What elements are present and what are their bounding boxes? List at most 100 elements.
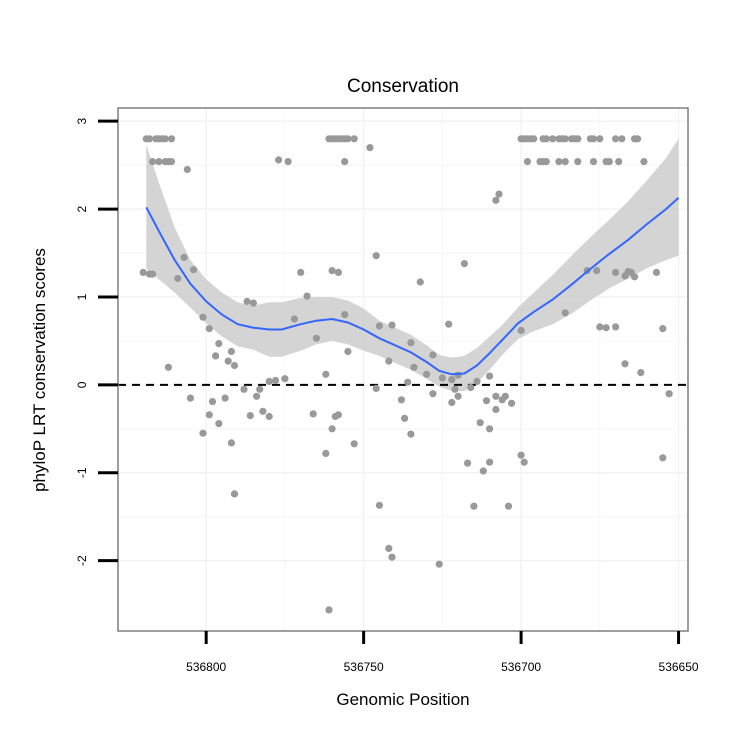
data-point [612, 323, 620, 331]
data-point [470, 502, 478, 510]
data-point [303, 292, 311, 300]
data-point [602, 324, 610, 332]
data-point [593, 267, 601, 275]
data-point [492, 405, 500, 414]
data-point [542, 158, 550, 166]
data-point [508, 399, 516, 407]
data-point [504, 502, 513, 510]
data-point [297, 268, 305, 276]
smooth-line [145, 196, 680, 376]
data-point [542, 135, 550, 143]
confidence-band-group [146, 138, 679, 391]
data-point [476, 419, 484, 427]
data-point [227, 347, 235, 356]
data-point [199, 429, 207, 437]
data-point [164, 363, 172, 371]
data-point [312, 334, 320, 342]
data-point [180, 253, 188, 261]
data-point [561, 135, 569, 143]
data-point [149, 158, 157, 166]
data-point [397, 396, 405, 404]
data-point [448, 398, 456, 407]
data-point [523, 158, 532, 166]
data-point [517, 326, 525, 334]
y-tick-label: 2 [75, 205, 89, 212]
data-point [589, 158, 598, 166]
y-tick-label: 1 [75, 293, 89, 300]
data-point [596, 323, 604, 331]
data-point [149, 270, 157, 278]
data-point [388, 553, 396, 561]
data-point [659, 325, 667, 333]
data-point [366, 144, 374, 152]
data-point [410, 363, 418, 371]
data-point [186, 394, 194, 402]
data-point [385, 544, 393, 553]
data-point [334, 268, 342, 276]
data-point [615, 158, 623, 166]
data-point [325, 606, 333, 614]
data-point [341, 158, 349, 166]
data-point [486, 458, 494, 466]
data-point [486, 425, 494, 433]
data-point [350, 440, 358, 448]
x-tick-label: 536800 [186, 660, 226, 674]
y-axis-label: phyloP LRT conservation scores [30, 248, 49, 492]
data-point [388, 321, 396, 329]
data-point [407, 339, 415, 347]
data-point [322, 449, 330, 457]
data-point [589, 135, 598, 143]
data-point [555, 158, 563, 166]
data-point [621, 360, 629, 368]
data-point [167, 158, 176, 166]
data-point [259, 407, 267, 415]
data-point [227, 439, 235, 447]
data-point [344, 135, 352, 143]
y-axis-ticks: -2 -1 0 1 2 3 [75, 118, 118, 566]
scatter-points [139, 135, 673, 614]
data-point [221, 394, 229, 402]
data-point [284, 158, 292, 166]
data-point [249, 299, 257, 307]
y-tick-label: -1 [75, 467, 89, 478]
data-point [328, 425, 336, 433]
data-point [155, 158, 163, 166]
data-point [271, 376, 280, 385]
data-point [454, 392, 462, 400]
x-axis-ticks: 536800 536750 536700 536650 [186, 631, 699, 674]
data-point [334, 411, 342, 419]
data-point [404, 378, 412, 386]
data-point [375, 501, 383, 509]
data-point [205, 411, 213, 419]
y-tick-label: -2 [75, 555, 89, 566]
grid-lines [118, 108, 688, 631]
data-point [451, 385, 459, 393]
data-point [665, 390, 673, 398]
data-point [520, 458, 528, 466]
data-point [350, 135, 358, 143]
data-point [640, 158, 648, 166]
data-point [634, 135, 642, 143]
data-point [438, 374, 446, 382]
data-point [448, 376, 456, 384]
data-point [341, 311, 349, 319]
data-point [230, 361, 239, 370]
confidence-band [146, 138, 679, 391]
chart-title: Conservation [347, 76, 459, 97]
x-tick-label: 536750 [344, 660, 384, 674]
data-point [230, 490, 239, 498]
data-point [167, 135, 176, 143]
data-point [630, 273, 639, 281]
data-point [473, 377, 481, 385]
data-point [265, 377, 273, 385]
data-point [215, 420, 223, 428]
data-point [139, 268, 147, 276]
data-point [486, 372, 494, 380]
data-point [445, 320, 453, 328]
data-point [407, 430, 415, 438]
data-point [265, 412, 273, 421]
data-point [281, 375, 289, 383]
x-axis-label: Genomic Position [336, 690, 469, 709]
data-point [344, 347, 352, 356]
